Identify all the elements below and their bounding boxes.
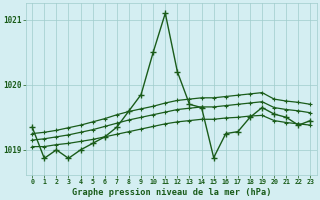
X-axis label: Graphe pression niveau de la mer (hPa): Graphe pression niveau de la mer (hPa) [72, 188, 271, 197]
